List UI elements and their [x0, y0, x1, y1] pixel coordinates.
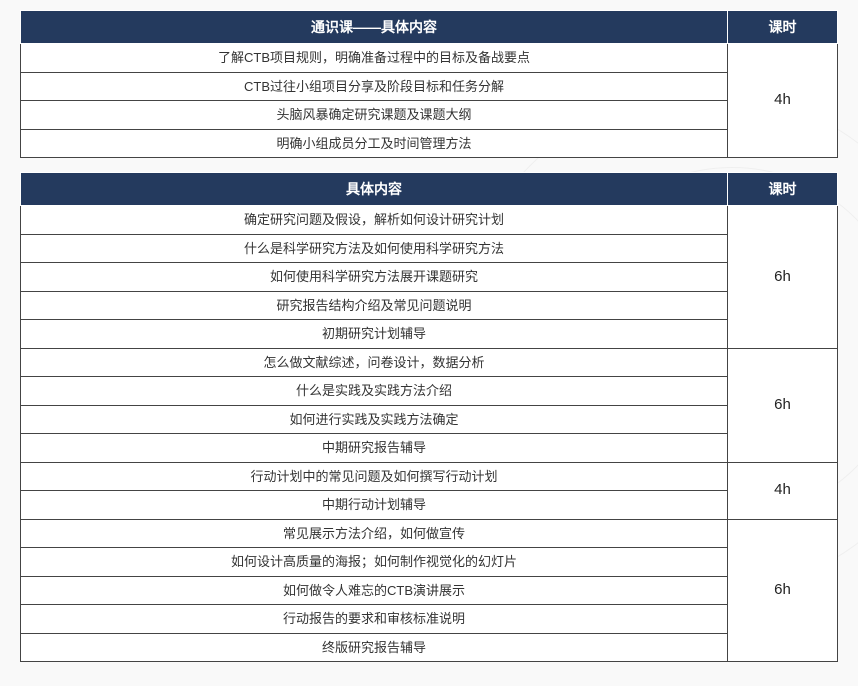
table-row: 了解CTB项目规则，明确准备过程中的目标及备战要点4h — [21, 44, 838, 73]
header-content: 具体内容 — [21, 173, 728, 206]
hours-cell: 6h — [728, 348, 838, 462]
table-row: 什么是实践及实践方法介绍 — [21, 377, 838, 406]
table-row: 如何设计高质量的海报；如何制作视觉化的幻灯片 — [21, 548, 838, 577]
table-row: 行动计划中的常见问题及如何撰写行动计划4h — [21, 462, 838, 491]
table-row: 初期研究计划辅导 — [21, 320, 838, 349]
table-row: CTB过往小组项目分享及阶段目标和任务分解 — [21, 72, 838, 101]
header-content: 通识课——具体内容 — [21, 11, 728, 44]
content-cell: 如何设计高质量的海报；如何制作视觉化的幻灯片 — [21, 548, 728, 577]
table-row: 常见展示方法介绍，如何做宣传6h — [21, 519, 838, 548]
table-row: 研究报告结构介绍及常见问题说明 — [21, 291, 838, 320]
table-row: 怎么做文献综述，问卷设计，数据分析6h — [21, 348, 838, 377]
content-cell: 如何做令人难忘的CTB演讲展示 — [21, 576, 728, 605]
hours-cell: 4h — [728, 462, 838, 519]
content-cell: 确定研究问题及假设，解析如何设计研究计划 — [21, 206, 728, 235]
content-cell: 行动计划中的常见问题及如何撰写行动计划 — [21, 462, 728, 491]
content-cell: 常见展示方法介绍，如何做宣传 — [21, 519, 728, 548]
content-cell: 中期行动计划辅导 — [21, 491, 728, 520]
table-row: 确定研究问题及假设，解析如何设计研究计划6h — [21, 206, 838, 235]
content-cell: 中期研究报告辅导 — [21, 434, 728, 463]
content-cell: 怎么做文献综述，问卷设计，数据分析 — [21, 348, 728, 377]
content-cell: CTB过往小组项目分享及阶段目标和任务分解 — [21, 72, 728, 101]
content-cell: 研究报告结构介绍及常见问题说明 — [21, 291, 728, 320]
hours-cell: 4h — [728, 44, 838, 158]
content-cell: 明确小组成员分工及时间管理方法 — [21, 129, 728, 158]
content-cell: 如何进行实践及实践方法确定 — [21, 405, 728, 434]
content-cell: 初期研究计划辅导 — [21, 320, 728, 349]
content-cell: 了解CTB项目规则，明确准备过程中的目标及备战要点 — [21, 44, 728, 73]
header-hours: 课时 — [728, 11, 838, 44]
table-row: 中期行动计划辅导 — [21, 491, 838, 520]
header-hours: 课时 — [728, 173, 838, 206]
content-cell: 如何使用科学研究方法展开课题研究 — [21, 263, 728, 292]
syllabus-table-0: 通识课——具体内容课时了解CTB项目规则，明确准备过程中的目标及备战要点4hCT… — [20, 10, 838, 158]
table-row: 头脑风暴确定研究课题及课题大纲 — [21, 101, 838, 130]
table-row: 明确小组成员分工及时间管理方法 — [21, 129, 838, 158]
content-cell: 什么是实践及实践方法介绍 — [21, 377, 728, 406]
syllabus-table-1: 具体内容课时确定研究问题及假设，解析如何设计研究计划6h什么是科学研究方法及如何… — [20, 172, 838, 662]
table-row: 如何进行实践及实践方法确定 — [21, 405, 838, 434]
content-cell: 头脑风暴确定研究课题及课题大纲 — [21, 101, 728, 130]
table-row: 终版研究报告辅导 — [21, 633, 838, 662]
table-row: 中期研究报告辅导 — [21, 434, 838, 463]
hours-cell: 6h — [728, 519, 838, 662]
table-row: 什么是科学研究方法及如何使用科学研究方法 — [21, 234, 838, 263]
tables-container: 通识课——具体内容课时了解CTB项目规则，明确准备过程中的目标及备战要点4hCT… — [20, 10, 838, 662]
content-cell: 终版研究报告辅导 — [21, 633, 728, 662]
table-row: 行动报告的要求和审核标准说明 — [21, 605, 838, 634]
content-cell: 什么是科学研究方法及如何使用科学研究方法 — [21, 234, 728, 263]
content-cell: 行动报告的要求和审核标准说明 — [21, 605, 728, 634]
table-row: 如何做令人难忘的CTB演讲展示 — [21, 576, 838, 605]
hours-cell: 6h — [728, 206, 838, 349]
table-row: 如何使用科学研究方法展开课题研究 — [21, 263, 838, 292]
